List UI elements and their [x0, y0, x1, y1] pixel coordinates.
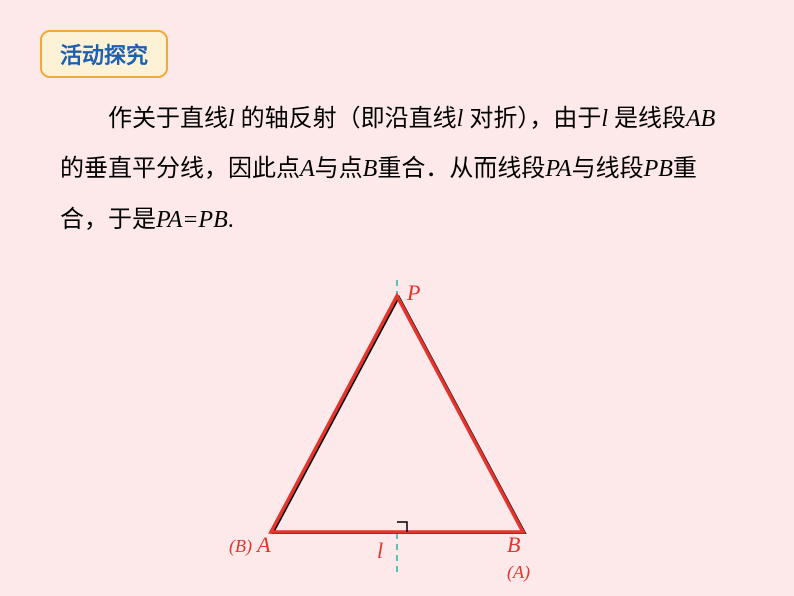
label-left: (B) A — [229, 532, 271, 558]
body-text-segment: 与线段 — [572, 156, 644, 182]
body-text-segment: . — [228, 207, 234, 233]
math-text: AB — [686, 106, 715, 132]
label-p: P — [407, 280, 420, 306]
math-text: A — [300, 156, 315, 182]
body-text-segment: 对折），由于 — [463, 106, 601, 132]
body-text-segment: 重合．从而线段 — [377, 156, 545, 182]
label-right: B (A) — [507, 532, 547, 584]
math-text: PA=PB — [156, 207, 228, 233]
explanation-paragraph: 作关于直线l 的轴反射（即沿直线l 对折），由于l 是线段AB的垂直平分线，因此… — [60, 94, 734, 245]
body-text-segment: 的垂直平分线，因此点 — [60, 156, 300, 182]
math-text: PA — [545, 156, 571, 182]
math-text: l — [601, 106, 608, 132]
badge-text: 活动探究 — [60, 43, 148, 68]
math-text: l — [228, 106, 235, 132]
label-l: l — [377, 538, 383, 564]
body-text-segment: 作关于直线 — [108, 106, 228, 132]
body-text-segment: 是线段 — [608, 106, 686, 132]
math-text: PB — [644, 156, 673, 182]
body-text-segment: 与点 — [315, 156, 363, 182]
diagram-svg — [247, 280, 547, 580]
body-text-segment: 的轴反射（即沿直线 — [235, 106, 457, 132]
activity-badge: 活动探究 — [40, 30, 168, 78]
math-text: B — [363, 156, 378, 182]
triangle-diagram: P(B) AB (A)l — [247, 280, 547, 580]
